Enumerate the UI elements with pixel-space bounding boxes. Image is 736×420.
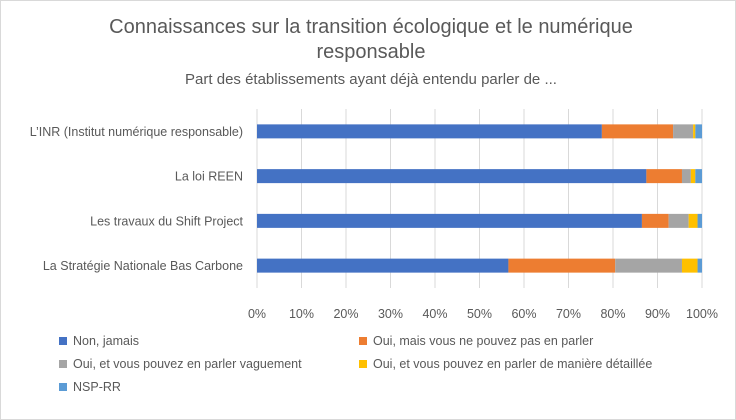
bar-segment bbox=[508, 258, 616, 273]
bar-segment bbox=[690, 169, 696, 184]
bar-segment bbox=[668, 213, 689, 228]
legend-swatch bbox=[359, 337, 367, 345]
bar-segment bbox=[646, 169, 682, 184]
bar-segment bbox=[681, 258, 698, 273]
legend-item: Oui, et vous pouvez en parler vaguement bbox=[59, 357, 302, 371]
legend-item: Non, jamais bbox=[59, 334, 139, 348]
legend-label: Oui, et vous pouvez en parler de manière… bbox=[373, 357, 653, 371]
legend-label: Non, jamais bbox=[73, 334, 139, 348]
legend-swatch bbox=[359, 360, 367, 368]
bar-segment bbox=[697, 213, 702, 228]
x-tick-label: 70% bbox=[556, 307, 581, 321]
x-tick-label: 40% bbox=[422, 307, 447, 321]
x-tick-label: 20% bbox=[333, 307, 358, 321]
chart-title: Connaissances sur la transition écologiq… bbox=[109, 16, 633, 63]
plot-area: 0% 10% 20% 30% 40% 50% 60% 70% 80% 90% 100% L’INR (… bbox=[30, 109, 718, 321]
chart-subtitle: Part des établissements ayant déjà enten… bbox=[185, 71, 557, 88]
x-tick-label: 30% bbox=[378, 307, 403, 321]
x-tick-label: 10% bbox=[289, 307, 314, 321]
legend: Non, jamais Oui, mais vous ne pouvez pas … bbox=[59, 334, 729, 414]
bar-segment bbox=[697, 258, 702, 273]
bar-segment bbox=[693, 124, 696, 139]
legend-swatch bbox=[59, 360, 67, 368]
legend-item: Oui, et vous pouvez en parler de manière… bbox=[359, 357, 652, 371]
x-tick-label: 60% bbox=[511, 307, 536, 321]
bar-segment bbox=[681, 169, 691, 184]
bar-segment bbox=[257, 213, 642, 228]
legend-label: Oui, mais vous ne pouvez pas en parler bbox=[373, 334, 594, 348]
legend-swatch bbox=[59, 337, 67, 345]
x-tick-label: 100% bbox=[686, 307, 718, 321]
legend-label: NSP-RR bbox=[73, 380, 121, 394]
bar-segment bbox=[257, 169, 647, 184]
bar-segment bbox=[695, 169, 702, 184]
legend-item: NSP-RR bbox=[59, 380, 121, 394]
x-tick-label: 50% bbox=[467, 307, 492, 321]
category-label: L’INR (Institut numérique responsable) bbox=[30, 125, 243, 139]
bar-segment bbox=[257, 258, 509, 273]
category-label: La Stratégie Nationale Bas Carbone bbox=[43, 259, 243, 273]
x-tick-label: 80% bbox=[600, 307, 625, 321]
bar-segment bbox=[695, 124, 702, 139]
legend-swatch bbox=[59, 383, 67, 391]
bar-segment bbox=[601, 124, 674, 139]
bar-segment bbox=[257, 124, 602, 139]
bar-segment bbox=[688, 213, 698, 228]
bar-segment bbox=[673, 124, 694, 139]
legend-item: Oui, mais vous ne pouvez pas en parler bbox=[359, 334, 593, 348]
category-label: Les travaux du Shift Project bbox=[90, 214, 243, 228]
category-label: La loi REEN bbox=[175, 170, 243, 184]
bar-segment bbox=[641, 213, 669, 228]
bar-segment bbox=[615, 258, 682, 273]
x-tick-label: 90% bbox=[645, 307, 670, 321]
legend-label: Oui, et vous pouvez en parler vaguement bbox=[73, 357, 302, 371]
x-tick-label: 0% bbox=[248, 307, 266, 321]
